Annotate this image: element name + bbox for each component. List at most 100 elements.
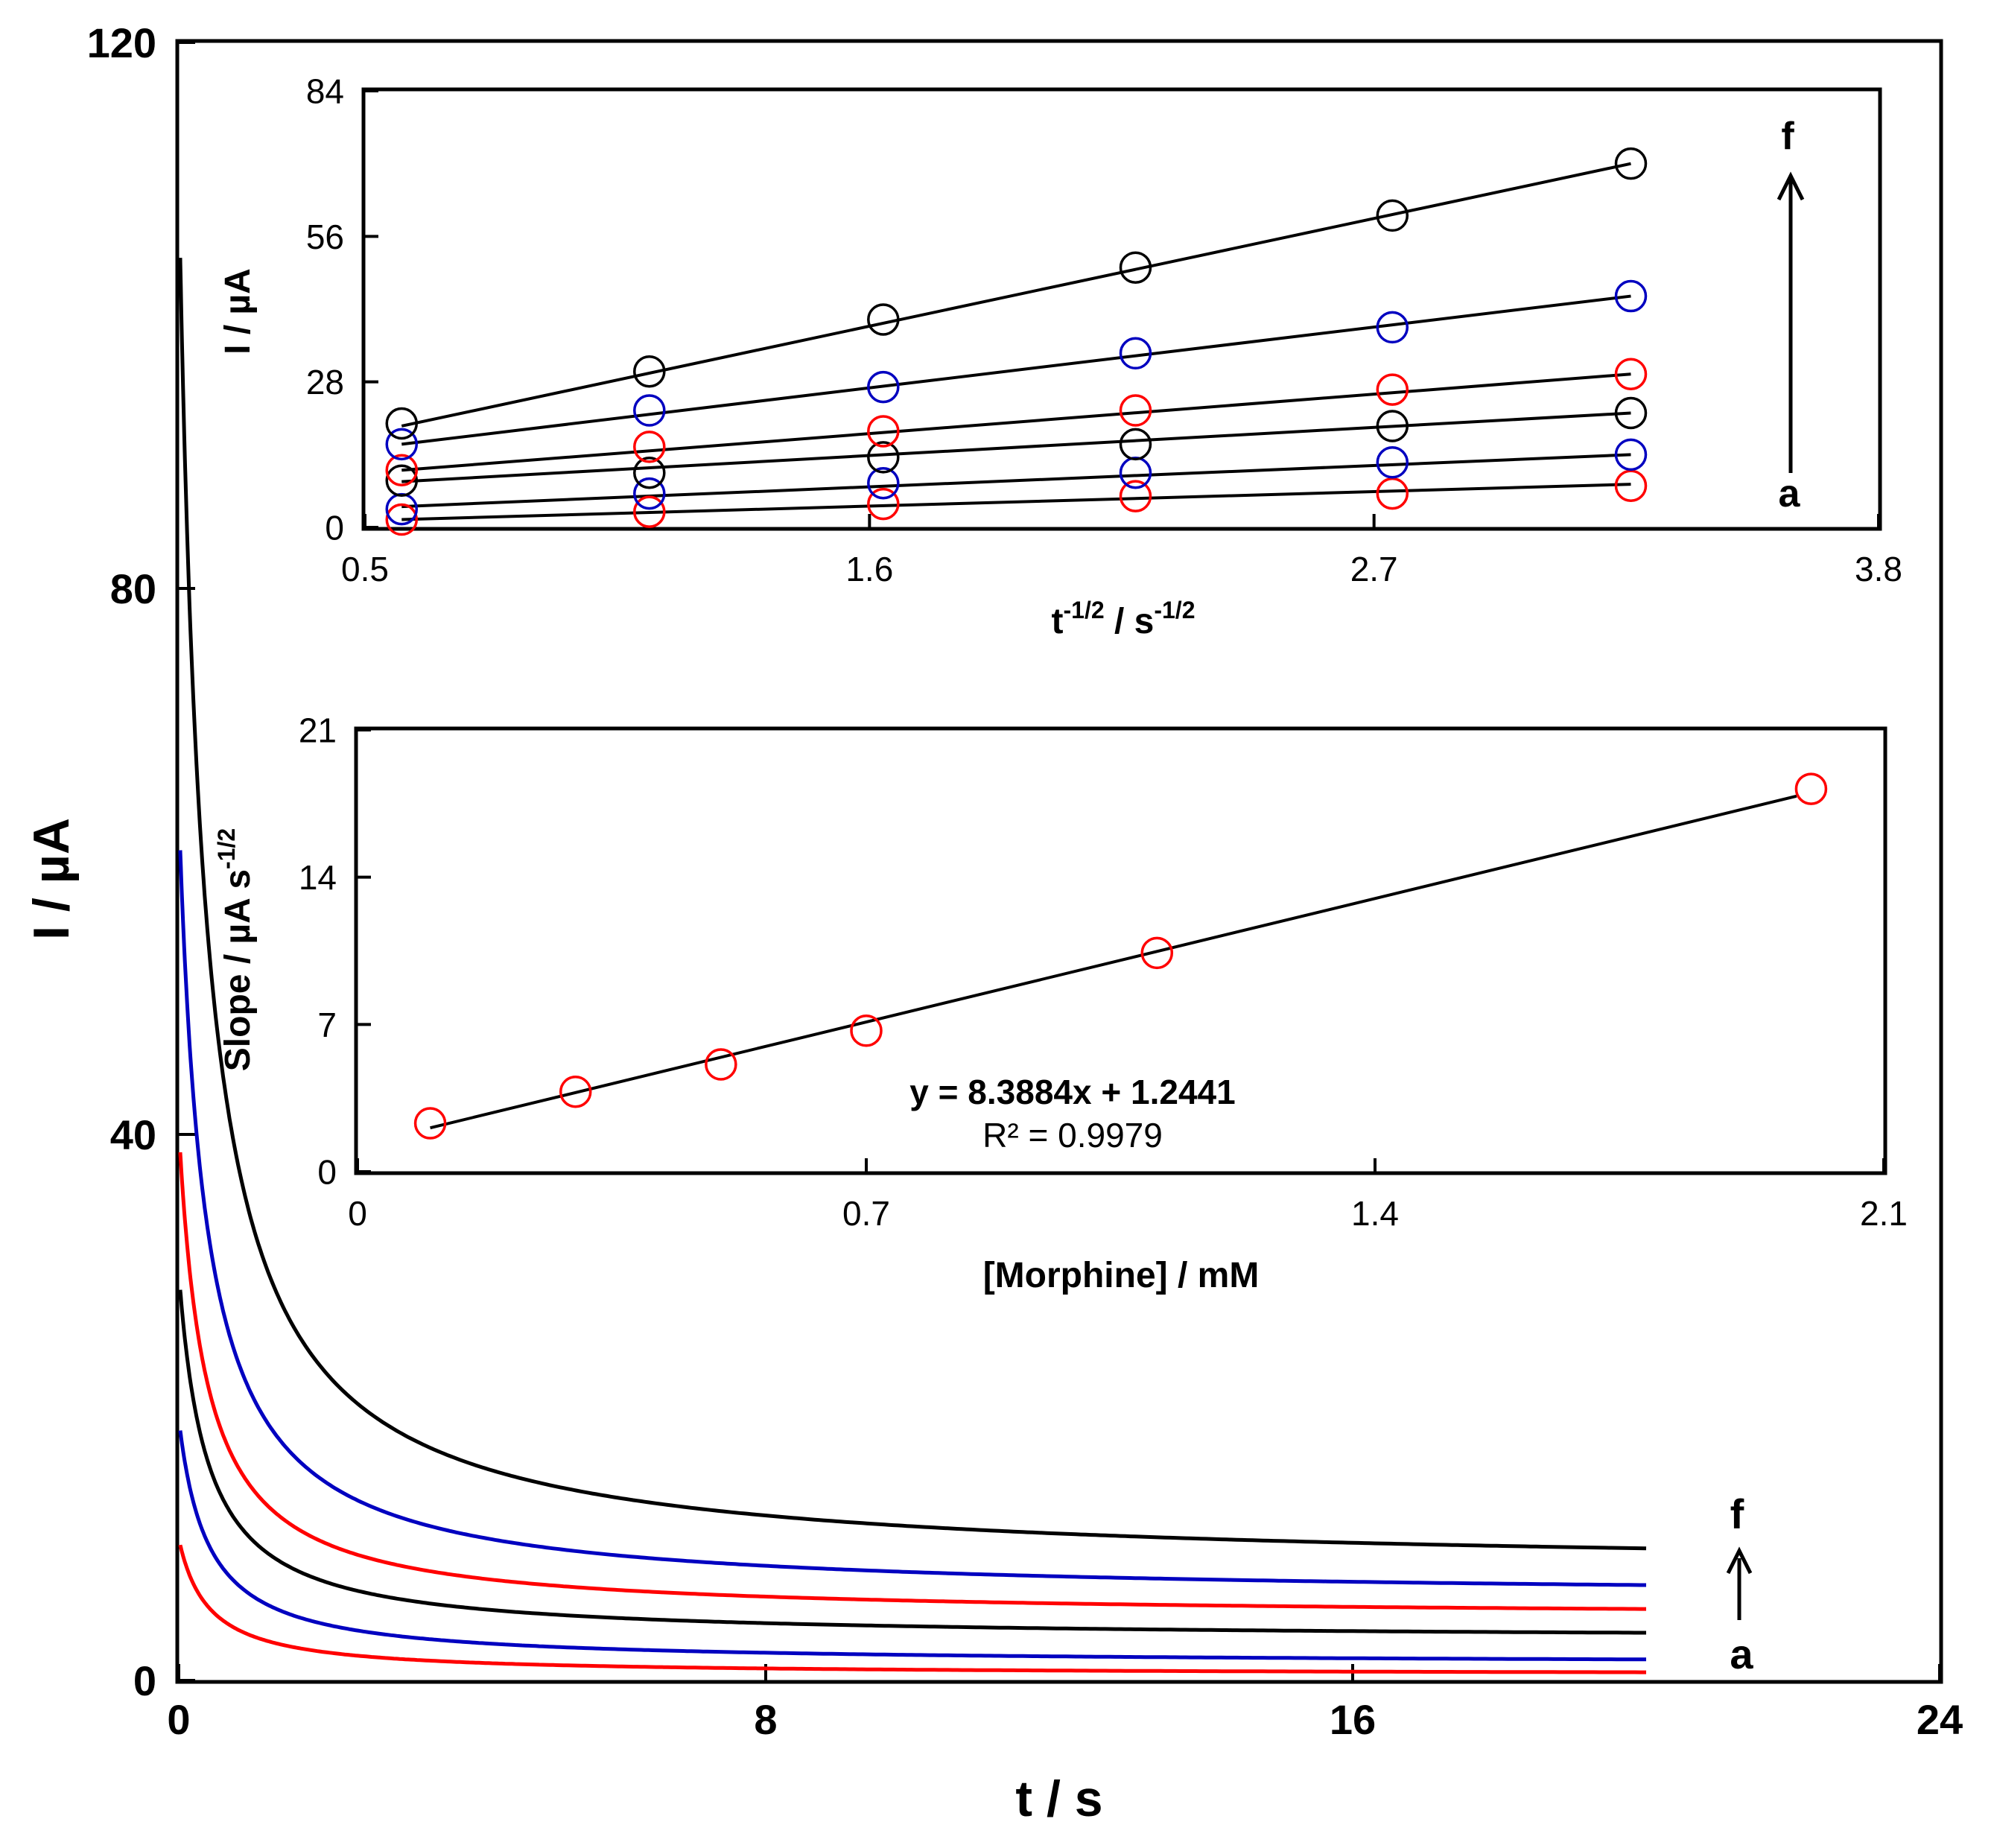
inset-bottom-y-axis-title: Slope / µA s-1/2	[213, 828, 258, 1071]
inset-top-fit-line-b	[401, 453, 1631, 509]
inset-bottom-y-tick-label: 7	[317, 1006, 337, 1044]
inset-top-point-d	[633, 431, 666, 463]
main-arrow-up-icon	[1726, 1546, 1753, 1575]
inset-top-series	[385, 147, 1648, 536]
inset-top-fit-line-d	[401, 372, 1631, 472]
inset-top-point-d	[1376, 373, 1409, 406]
inset-top-arrow-up-icon	[1776, 171, 1805, 201]
main-y-tick-label: 120	[87, 19, 156, 66]
inset-bottom-y-tick-label: 21	[299, 711, 337, 750]
main-series-line-f	[178, 258, 1647, 1551]
inset-top-point-e	[1376, 311, 1409, 344]
inset-top-point-b	[867, 466, 900, 500]
inset-top-fit-line-e	[401, 294, 1631, 446]
main-y-tick-label: 40	[110, 1111, 156, 1158]
inset-top-point-c	[1119, 428, 1152, 461]
inset-top-background	[363, 89, 1880, 529]
main-x-tick-label: 8	[754, 1696, 777, 1743]
inset-top-point-d	[867, 415, 900, 448]
inset-bottom-fit-equation: y = 8.3884x + 1.2441	[909, 1073, 1235, 1111]
main-series-line-e	[178, 850, 1646, 1587]
inset-top-y-tick-label: 28	[306, 363, 344, 401]
inset-top-ticks: 0.5 1.6 2.7 3.8 0 28 56 84	[306, 72, 1902, 588]
inset-top-fit-line-a	[401, 483, 1631, 521]
main-series-line-a	[178, 1544, 1646, 1674]
inset-bottom-point	[413, 1107, 447, 1140]
inset-top-x-axis-title: t-1/2 / s-1/2	[1052, 597, 1196, 641]
main-series-line-c	[178, 1289, 1646, 1635]
inset-bottom-y-tick-label: 0	[317, 1153, 337, 1192]
inset-top-point-c	[1614, 396, 1648, 430]
main-ticks: 0 8 16 24 0 40 80 120	[87, 19, 1963, 1743]
inset-top-fit-line-f	[401, 162, 1631, 428]
inset-top-x-tick-label: 3.8	[1855, 550, 1902, 588]
inset-bottom-x-tick-label: 0	[348, 1194, 367, 1233]
inset-bottom-frame	[354, 726, 1887, 1175]
inset-bottom-chart: 0 0.7 1.4 2.1 0 7 14 21 [Morphine] / mM Slope /…	[213, 711, 1908, 1295]
main-x-tick-label: 24	[1917, 1696, 1963, 1743]
inset-bottom-background	[356, 728, 1885, 1173]
inset-bottom-series	[413, 772, 1828, 1140]
inset-top-y-axis-title: I / µA	[218, 268, 258, 355]
inset-top-point-f	[385, 407, 419, 440]
inset-bottom-point	[850, 1015, 883, 1047]
inset-top-point-f	[1119, 251, 1152, 284]
inset-bottom-point	[1140, 936, 1174, 970]
main-plot-frame	[175, 39, 1943, 1684]
inset-bottom-x-tick-label: 0.7	[842, 1194, 890, 1233]
inset-bottom-point	[559, 1075, 592, 1108]
main-x-tick-label: 0	[167, 1696, 190, 1743]
main-series-label-a: a	[1730, 1631, 1753, 1677]
inset-bottom-ticks: 0 0.7 1.4 2.1 0 7 14 21	[299, 711, 1908, 1233]
inset-top-point-b	[1376, 446, 1409, 479]
main-y-tick-label: 80	[110, 565, 156, 612]
inset-bottom-r-squared: R² = 0.9979	[982, 1116, 1163, 1155]
inset-top-fit-line-c	[401, 411, 1631, 483]
inset-top-point-c	[633, 457, 666, 489]
inset-top-point-b	[1614, 438, 1648, 471]
inset-top-point-e	[1614, 279, 1648, 313]
inset-top-point-d	[1119, 394, 1152, 427]
inset-top-x-tick-label: 1.6	[845, 550, 893, 588]
inset-top-chart: 0.5 1.6 2.7 3.8 0 28 56 84 t-1/2 / s-1/2 I / µA…	[218, 72, 1902, 641]
inset-bottom-x-tick-label: 1.4	[1351, 1194, 1399, 1233]
main-series-line-b	[178, 1430, 1646, 1662]
inset-top-point-e	[867, 370, 900, 404]
inset-bottom-x-tick-label: 2.1	[1860, 1194, 1908, 1233]
inset-top-point-b	[633, 477, 666, 510]
inset-top-point-e	[633, 394, 666, 427]
inset-bottom-x-axis-title: [Morphine] / mM	[983, 1256, 1260, 1295]
main-series-label-f: f	[1730, 1490, 1744, 1537]
main-y-axis-title: I / µA	[23, 818, 80, 940]
inset-top-point-c	[1376, 410, 1409, 442]
inset-top-x-tick-label: 2.7	[1350, 550, 1398, 588]
main-series	[178, 258, 1647, 1674]
main-y-tick-label: 0	[133, 1657, 156, 1704]
main-x-tick-label: 16	[1330, 1696, 1376, 1743]
inset-top-point-f	[867, 303, 900, 336]
inset-top-point-c	[867, 441, 900, 474]
inset-top-point-f	[633, 355, 666, 388]
inset-top-point-a	[1376, 477, 1409, 510]
inset-top-point-d	[1614, 358, 1648, 390]
inset-bottom-fit-line	[430, 794, 1797, 1130]
inset-top-frame	[361, 87, 1882, 531]
main-x-axis-title: t / s	[1015, 1771, 1102, 1827]
inset-top-y-tick-label: 0	[325, 509, 344, 547]
inset-top-point-d	[385, 454, 419, 487]
inset-top-point-a	[633, 495, 666, 528]
inset-top-point-c	[385, 464, 419, 497]
inset-top-point-a	[385, 503, 419, 536]
inset-bottom-point	[705, 1048, 737, 1081]
inset-top-x-tick-label: 0.5	[341, 550, 389, 588]
main-series-line-d	[178, 1152, 1646, 1611]
inset-top-point-a	[1119, 480, 1152, 512]
inset-top-point-e	[385, 428, 419, 461]
inset-top-point-f	[1614, 147, 1648, 180]
inset-top-y-tick-label: 56	[306, 217, 344, 256]
inset-top-point-e	[1119, 337, 1152, 370]
inset-bottom-point	[1794, 772, 1828, 805]
inset-top-point-f	[1376, 199, 1409, 232]
inset-top-y-tick-label: 84	[306, 72, 344, 111]
